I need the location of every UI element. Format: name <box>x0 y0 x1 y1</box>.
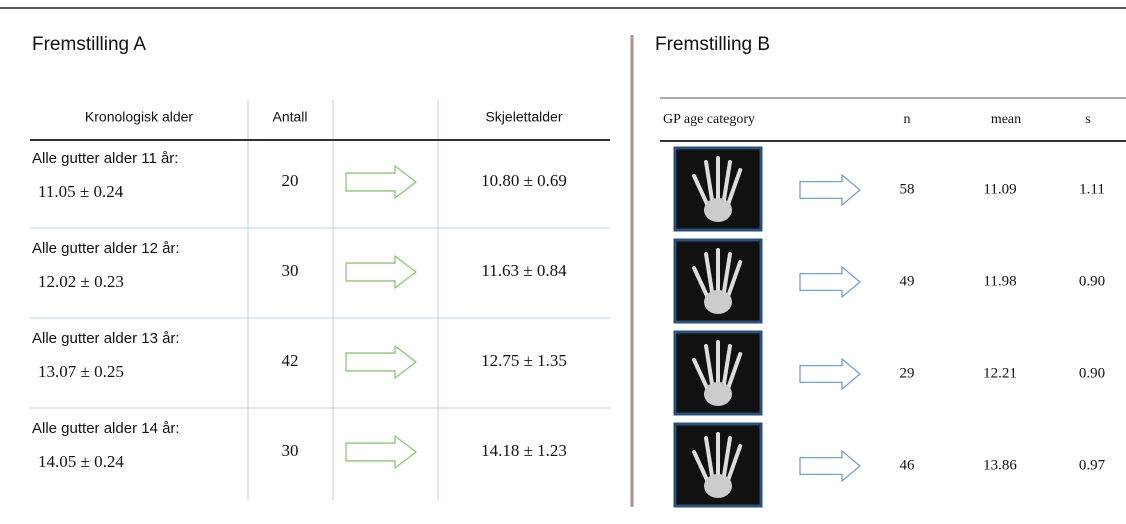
age: 11.05 ± 0.24 <box>38 182 124 201</box>
n: 58 <box>900 181 915 197</box>
n: 46 <box>900 457 916 473</box>
finger <box>692 450 710 484</box>
panel-title: Fremstilling B <box>655 34 770 55</box>
finger <box>704 344 715 392</box>
row-label: Alle gutter alder 14 år: <box>32 420 180 437</box>
bone-age: 14.18 ± 1.23 <box>481 441 567 460</box>
arrow <box>345 254 418 290</box>
arrow <box>799 173 862 207</box>
palm <box>704 290 732 314</box>
finger <box>725 260 743 300</box>
s: 0.90 <box>1079 365 1105 381</box>
count: 42 <box>282 351 299 370</box>
row-label: Alle gutter alder 13 år: <box>32 330 180 347</box>
arrow <box>345 434 418 470</box>
arrow <box>345 344 418 380</box>
s: 1.11 <box>1079 181 1105 197</box>
row-label: Alle gutter alder 11 år: <box>32 150 178 167</box>
hand-xray <box>673 422 763 508</box>
palm <box>704 198 732 222</box>
s: 0.90 <box>1079 273 1105 289</box>
panel-title: Fremstilling A <box>32 34 146 55</box>
mean: 11.09 <box>983 181 1016 197</box>
age: 13.07 ± 0.25 <box>38 362 124 381</box>
arrow <box>799 265 862 299</box>
finger <box>721 436 732 484</box>
finger <box>704 160 715 208</box>
hand-xray <box>673 146 763 232</box>
hand-xray <box>673 330 763 416</box>
arrow <box>345 164 418 200</box>
column-header: GP age category <box>663 112 755 127</box>
count: 30 <box>282 261 299 280</box>
mean: 12.21 <box>983 365 1017 381</box>
column-header: Antall <box>272 109 307 125</box>
column-header: s <box>1085 112 1090 127</box>
palm <box>704 474 732 498</box>
finger <box>692 266 710 300</box>
column-header: n <box>904 112 911 127</box>
age: 12.02 ± 0.23 <box>38 272 124 291</box>
bone-age: 12.75 ± 1.35 <box>481 351 567 370</box>
count: 20 <box>282 171 299 190</box>
arrow <box>799 449 862 483</box>
age: 14.05 ± 0.24 <box>38 452 124 471</box>
finger <box>721 160 732 208</box>
finger <box>692 358 710 392</box>
column-header: Kronologisk alder <box>85 109 194 125</box>
bone-age: 10.80 ± 0.69 <box>481 171 567 190</box>
row-label: Alle gutter alder 12 år: <box>32 240 180 257</box>
finger <box>725 444 743 484</box>
finger <box>725 352 743 392</box>
column-header: mean <box>991 112 1021 127</box>
hand-xray <box>673 238 763 324</box>
column-header: Skjelettalder <box>485 109 562 125</box>
n: 29 <box>900 365 915 381</box>
count: 30 <box>282 441 299 460</box>
arrow <box>799 357 862 391</box>
finger <box>704 436 715 484</box>
mean: 13.86 <box>983 457 1017 473</box>
finger <box>721 252 732 300</box>
palm <box>704 382 732 406</box>
finger <box>704 252 715 300</box>
finger <box>725 168 743 208</box>
s: 0.97 <box>1079 457 1106 473</box>
n: 49 <box>900 273 915 289</box>
finger <box>721 344 732 392</box>
finger <box>692 174 710 208</box>
mean: 11.98 <box>983 273 1016 289</box>
bone-age: 11.63 ± 0.84 <box>481 261 567 280</box>
